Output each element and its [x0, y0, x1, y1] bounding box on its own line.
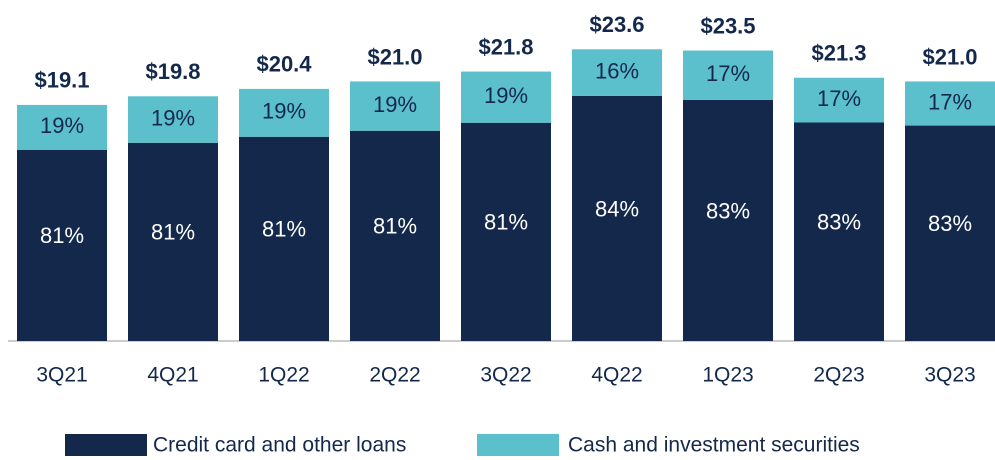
- segment-label: 19%: [484, 83, 528, 108]
- bar-segment: [350, 130, 440, 341]
- total-label: $19.1: [34, 68, 89, 93]
- bar-segment: [461, 71, 551, 123]
- bar-segment: [128, 142, 218, 341]
- bar-segment: [461, 122, 551, 341]
- bar-segment: [794, 77, 884, 123]
- bar-segment: [794, 122, 884, 342]
- x-tick-label: 4Q22: [591, 364, 642, 387]
- total-label: $21.3: [811, 41, 866, 66]
- bar-segment: [905, 125, 995, 341]
- total-label: $23.6: [589, 12, 644, 37]
- segment-label: 83%: [928, 211, 972, 236]
- segment-label: 19%: [262, 99, 306, 124]
- segment-label: 17%: [706, 61, 750, 86]
- bar-segment: [905, 81, 995, 126]
- segment-label: 81%: [373, 214, 417, 239]
- total-label: $21.0: [367, 44, 422, 69]
- bar-segment: [683, 99, 773, 341]
- bar-segment: [683, 50, 773, 100]
- segment-label: 19%: [40, 113, 84, 138]
- legend-label: Cash and investment securities: [568, 434, 860, 457]
- segment-label: 16%: [595, 58, 639, 83]
- bar-segment: [128, 96, 218, 143]
- legend-swatch: [477, 434, 559, 456]
- x-tick-label: 1Q23: [702, 364, 753, 387]
- total-label: $23.5: [700, 13, 755, 38]
- x-tick-label: 3Q22: [480, 364, 531, 387]
- x-tick-label: 4Q21: [147, 364, 198, 387]
- bar-segment: [17, 149, 107, 341]
- segment-label: 83%: [706, 198, 750, 223]
- bar-segment: [239, 88, 329, 137]
- legend-swatch: [65, 434, 147, 456]
- segment-label: 81%: [262, 217, 306, 242]
- segment-label: 17%: [928, 89, 972, 114]
- total-label: $21.0: [922, 44, 977, 69]
- bar-segment: [572, 49, 662, 96]
- segment-label: 17%: [817, 86, 861, 111]
- bar-segment: [572, 95, 662, 341]
- segment-label: 84%: [595, 196, 639, 221]
- total-label: $20.4: [256, 52, 312, 77]
- segment-label: 81%: [40, 223, 84, 248]
- x-tick-label: 1Q22: [258, 364, 309, 387]
- bar-segment: [350, 81, 440, 131]
- segment-label: 81%: [151, 220, 195, 245]
- segment-label: 19%: [151, 105, 195, 130]
- x-tick-label: 3Q23: [924, 364, 975, 387]
- segment-label: 19%: [373, 92, 417, 117]
- total-label: $21.8: [478, 34, 533, 59]
- segment-label: 83%: [817, 210, 861, 235]
- legend-label: Credit card and other loans: [153, 434, 406, 457]
- bar-segment: [17, 104, 107, 150]
- total-label: $19.8: [145, 59, 200, 84]
- segment-label: 81%: [484, 210, 528, 235]
- bar-segment: [239, 136, 329, 341]
- x-tick-label: 3Q21: [36, 364, 87, 387]
- x-tick-label: 2Q22: [369, 364, 420, 387]
- x-tick-label: 2Q23: [813, 364, 864, 387]
